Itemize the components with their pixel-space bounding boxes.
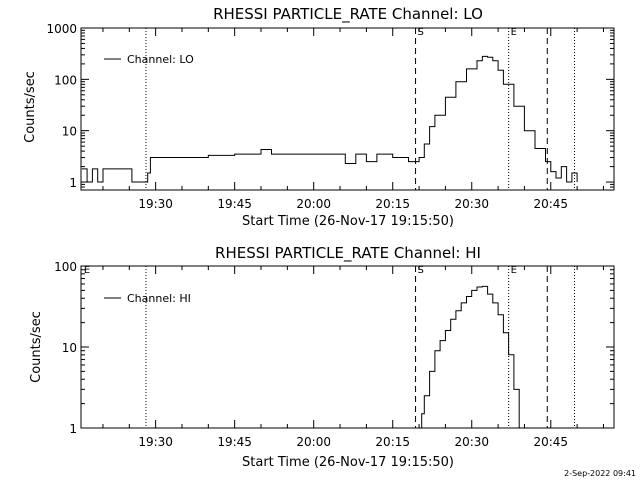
series-line	[419, 285, 520, 429]
x-tick-label: 19:45	[217, 435, 252, 449]
x-tick-label: 19:30	[138, 435, 173, 449]
lo-channel-panel: RHESSI PARTICLE_RATE Channel: LO Start T…	[23, 5, 615, 229]
event-marker-label: S	[418, 265, 424, 276]
x-tick-label: 20:30	[454, 435, 489, 449]
y-tick-label: 100	[54, 73, 77, 87]
lo-x-axis-label: Start Time (26-Nov-17 19:15:50)	[242, 214, 454, 229]
plot-frame	[80, 27, 615, 191]
hi-channel-panel: RHESSI PARTICLE_RATE Channel: HI Start T…	[29, 244, 615, 470]
hi-chart-title: RHESSI PARTICLE_RATE Channel: HI	[215, 244, 481, 263]
y-tick-label: 1	[69, 176, 77, 190]
series-line	[81, 55, 578, 183]
y-tick-label: 10	[62, 341, 77, 355]
x-tick-label: 20:45	[533, 197, 568, 211]
x-tick-label: 20:00	[296, 197, 331, 211]
x-tick-label: 19:30	[138, 197, 173, 211]
event-marker-label: S	[418, 27, 424, 38]
hi-plot-body: 19:30 19:45 20:00 20:15 20:30 20:45 1 10 100 E S E	[54, 260, 615, 449]
x-tick-label: 20:30	[454, 197, 489, 211]
y-tick-label: 10	[62, 125, 77, 139]
lo-plot-body: 19:30 19:45 20:00 20:15 20:30 20:45 1 10 100 1000…	[46, 22, 615, 211]
event-marker-label: E	[511, 265, 517, 276]
x-tick-label: 19:45	[217, 197, 252, 211]
generation-timestamp: 2-Sep-2022 09:41	[564, 469, 636, 478]
y-tick-label: 100	[54, 260, 77, 274]
x-tick-label: 20:45	[533, 435, 568, 449]
lo-y-axis-label: Counts/sec	[23, 71, 38, 143]
event-marker-label: E	[511, 27, 517, 38]
lo-legend-label: Channel: LO	[127, 53, 194, 66]
hi-y-axis-label: Counts/sec	[29, 311, 44, 383]
hi-legend-label: Channel: HI	[127, 292, 191, 305]
y-tick-label: 1	[69, 422, 77, 436]
x-tick-label: 20:15	[375, 197, 410, 211]
y-tick-label: 1000	[46, 22, 77, 36]
plot-frame	[80, 265, 615, 429]
hi-x-axis-label: Start Time (26-Nov-17 19:15:50)	[242, 455, 454, 470]
x-tick-label: 20:00	[296, 435, 331, 449]
x-tick-label: 20:15	[375, 435, 410, 449]
lo-chart-title: RHESSI PARTICLE_RATE Channel: LO	[213, 5, 483, 24]
event-marker-label: E	[84, 265, 90, 276]
